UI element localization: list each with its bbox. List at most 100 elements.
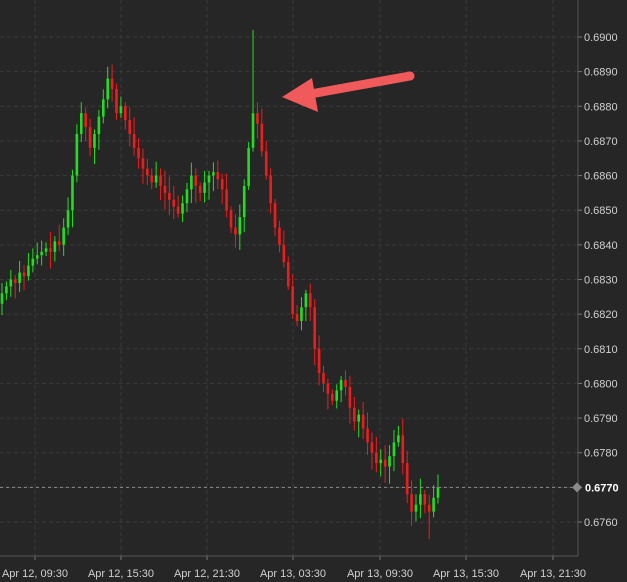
candle-body	[146, 168, 149, 176]
candle-body	[339, 379, 343, 391]
current-price-label: 0.6770	[585, 482, 619, 494]
candle-body	[57, 241, 61, 245]
candle-body	[88, 127, 92, 148]
candle-body	[286, 262, 290, 287]
candle-body	[137, 147, 140, 159]
candle-body	[331, 393, 334, 401]
candle-body	[84, 113, 87, 128]
x-tick-label: Apr 13, 09:30	[347, 568, 413, 580]
current-price-diamond	[572, 482, 582, 493]
candle-body	[93, 134, 96, 148]
candle-body	[388, 456, 391, 467]
candle-body	[427, 504, 431, 512]
candle-body	[35, 255, 39, 259]
candle-body	[168, 192, 171, 200]
candle-body	[269, 175, 272, 204]
candle-body	[405, 463, 409, 495]
candle-body	[154, 175, 158, 183]
candles	[0, 30, 440, 540]
candle-body	[9, 279, 13, 287]
candle-body	[304, 293, 308, 308]
candle-body	[383, 459, 387, 467]
y-tick-label: 0.6790	[584, 413, 618, 425]
candle-body	[44, 248, 48, 252]
candle-body	[62, 227, 65, 245]
candle-body	[110, 78, 114, 89]
candle-body	[379, 459, 383, 464]
candle-body	[242, 185, 246, 218]
candle-body	[247, 147, 250, 186]
candle-body	[31, 258, 35, 266]
candle-body	[322, 373, 325, 384]
candle-body	[18, 272, 21, 283]
candle-body	[79, 113, 83, 134]
candle-body	[436, 487, 440, 498]
y-tick-label: 0.6860	[584, 171, 618, 183]
candle-body	[335, 390, 339, 401]
candle-body	[176, 206, 180, 214]
arrow-shaft	[300, 71, 415, 100]
candle-body	[106, 78, 109, 100]
x-tick-label: Apr 13, 21:30	[520, 568, 586, 580]
candle-body	[273, 203, 277, 228]
candle-body	[370, 442, 374, 453]
candle-body	[13, 279, 17, 283]
candle-body	[295, 314, 299, 322]
candle-body	[326, 383, 330, 394]
candle-body	[185, 189, 189, 204]
candle-body	[419, 494, 422, 505]
candle-body	[181, 203, 184, 214]
candle-body	[313, 307, 316, 349]
candle-body	[203, 182, 206, 193]
gridlines	[0, 0, 582, 560]
candle-body	[172, 199, 176, 207]
candle-body	[234, 227, 237, 235]
candle-body	[401, 435, 405, 464]
candle-body	[397, 435, 400, 443]
arrow-pointing-at-spike	[282, 71, 415, 112]
candle-body	[366, 428, 369, 443]
y-tick-label: 0.6820	[584, 309, 618, 321]
candle-body	[207, 175, 211, 183]
candle-body	[432, 497, 435, 512]
y-tick-label: 0.6830	[584, 275, 618, 287]
candle-body	[256, 113, 259, 124]
candle-body	[278, 227, 281, 245]
candle-body	[40, 251, 43, 256]
candle-body	[375, 452, 378, 464]
x-tick-label: Apr 12, 21:30	[174, 568, 240, 580]
candle-body	[194, 175, 198, 186]
candle-body	[282, 244, 286, 263]
candle-body	[163, 185, 167, 193]
y-tick-label: 0.6800	[584, 378, 618, 390]
candle-body	[348, 386, 352, 408]
candle-body	[115, 88, 118, 114]
candle-body	[353, 407, 356, 422]
candle-body	[27, 265, 30, 277]
candle-body	[238, 217, 242, 235]
candle-body	[410, 494, 413, 512]
candle-body	[225, 189, 228, 211]
candle-body	[66, 210, 70, 228]
x-tick-label: Apr 13, 03:30	[260, 568, 326, 580]
y-tick-label: 0.6840	[584, 240, 618, 252]
candle-body	[357, 414, 361, 422]
y-axis-labels: 0.6760 0.6780 0.6790 0.6800 0.6810 0.6820 0.68…	[584, 32, 618, 529]
candle-body	[291, 286, 294, 315]
candle-body	[190, 175, 193, 190]
candle-body	[101, 99, 105, 117]
candle-body	[49, 248, 52, 252]
candle-body	[141, 158, 145, 169]
candle-body	[119, 106, 123, 114]
candle-body	[22, 272, 26, 277]
candle-body	[300, 307, 303, 322]
candle-body	[0, 293, 4, 304]
candle-body	[198, 185, 202, 193]
candle-body	[251, 113, 255, 148]
candle-body	[260, 123, 264, 152]
x-tick-label: Apr 12, 15:30	[88, 568, 154, 580]
candle-body	[5, 286, 8, 294]
candle-body	[159, 175, 162, 186]
y-tick-label: 0.6850	[584, 205, 618, 217]
